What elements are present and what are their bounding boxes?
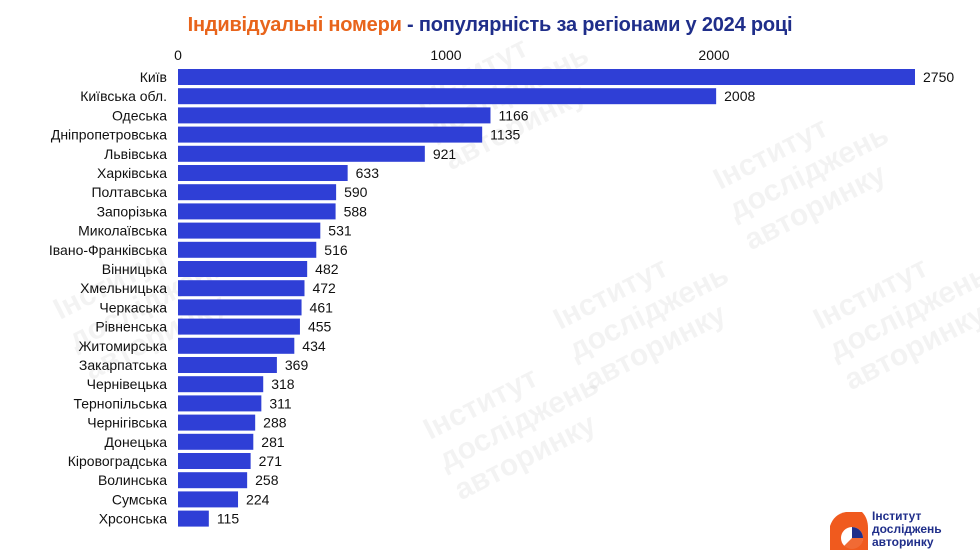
chart-title: Індивідуальні номери - популярність за р… — [0, 14, 980, 37]
category-label: Київ — [140, 69, 167, 85]
bar — [178, 280, 305, 297]
value-label: 281 — [261, 434, 285, 450]
category-label: Хмельницька — [80, 280, 167, 296]
category-label: Рівненська — [95, 319, 167, 335]
x-tick-label: 2000 — [698, 47, 729, 63]
logo-icon — [830, 512, 868, 550]
value-label: 224 — [246, 491, 270, 507]
bar — [178, 145, 425, 162]
value-label: 531 — [328, 223, 352, 239]
category-label: Дніпропетровська — [51, 127, 167, 143]
bar — [178, 165, 348, 181]
category-label: Житомирська — [78, 338, 167, 354]
value-label: 311 — [269, 395, 292, 411]
category-label: Волинська — [98, 472, 167, 488]
x-tick-label: 0 — [174, 47, 182, 63]
value-label: 318 — [271, 376, 295, 392]
value-label: 258 — [255, 472, 279, 488]
value-label: 271 — [259, 453, 283, 469]
category-label: Вінницька — [102, 261, 167, 277]
chart-title-rest: - популярність за регіонами у 2024 році — [401, 14, 793, 36]
value-label: 2008 — [724, 88, 755, 104]
bars — [178, 69, 915, 527]
bar — [178, 261, 308, 277]
category-label: Чернігівська — [87, 415, 167, 431]
category-label: Івано-Франківська — [49, 242, 167, 258]
value-label: 115 — [217, 511, 240, 527]
bar — [178, 433, 254, 450]
bar — [178, 395, 262, 412]
category-label: Львівська — [104, 146, 167, 162]
value-label: 482 — [315, 261, 339, 277]
bar — [178, 376, 264, 393]
category-label: Кіровоградська — [68, 453, 167, 469]
bar — [178, 414, 256, 431]
value-label: 633 — [356, 165, 380, 181]
value-label: 434 — [302, 338, 326, 354]
bar — [178, 318, 300, 335]
category-label: Тернопільська — [73, 395, 167, 411]
value-label: 588 — [344, 203, 368, 219]
bar — [178, 126, 483, 143]
value-label: 516 — [324, 242, 348, 258]
x-axis-ticks: 0 1000 2000 — [174, 47, 730, 63]
bar — [178, 491, 239, 508]
value-label: 2750 — [923, 69, 954, 85]
category-label: Хрсонська — [99, 511, 168, 527]
category-label: Черкаська — [99, 299, 167, 315]
category-label: Запорізька — [97, 203, 168, 219]
bar — [178, 107, 491, 124]
category-label: Одеська — [112, 107, 167, 123]
bar — [178, 472, 248, 489]
value-label: 472 — [312, 280, 336, 296]
chart-title-highlight: Індивідуальні номери — [187, 14, 402, 36]
bar — [178, 299, 302, 316]
logo-text: Інститут досліджень авторинку — [872, 509, 942, 549]
value-label: 461 — [310, 299, 334, 315]
value-label: 1166 — [498, 107, 528, 123]
bar — [178, 241, 317, 258]
value-label: 369 — [285, 357, 309, 373]
bar — [178, 357, 277, 373]
bar — [178, 184, 337, 201]
value-label: 455 — [308, 319, 332, 335]
category-label: Харківська — [97, 165, 167, 181]
bar — [178, 69, 915, 85]
bar — [178, 337, 295, 354]
category-label: Донецька — [105, 434, 168, 450]
bar — [178, 453, 251, 469]
category-label: Чернівецька — [87, 376, 168, 392]
value-label: 590 — [344, 184, 368, 200]
category-label: Полтавська — [91, 184, 167, 200]
brand-logo: Інститут досліджень авторинку — [828, 508, 968, 554]
value-label: 1135 — [490, 127, 520, 143]
category-label: Київська обл. — [80, 88, 167, 104]
bar — [178, 203, 336, 220]
bar — [178, 510, 209, 527]
value-label: 921 — [433, 146, 457, 162]
bar — [178, 88, 717, 105]
value-label: 288 — [263, 415, 287, 431]
x-tick-label: 1000 — [430, 47, 461, 63]
category-labels: Київ Київська обл. Одеська Дніпропетровська… — [49, 69, 167, 527]
category-label: Закарпатська — [79, 357, 167, 373]
value-labels: 2750 2008 1166 1135 921 633 590 588 531 516 482 472… — [217, 69, 955, 527]
bar — [178, 222, 321, 239]
category-label: Миколаївська — [78, 223, 167, 239]
category-label: Сумська — [112, 491, 167, 507]
